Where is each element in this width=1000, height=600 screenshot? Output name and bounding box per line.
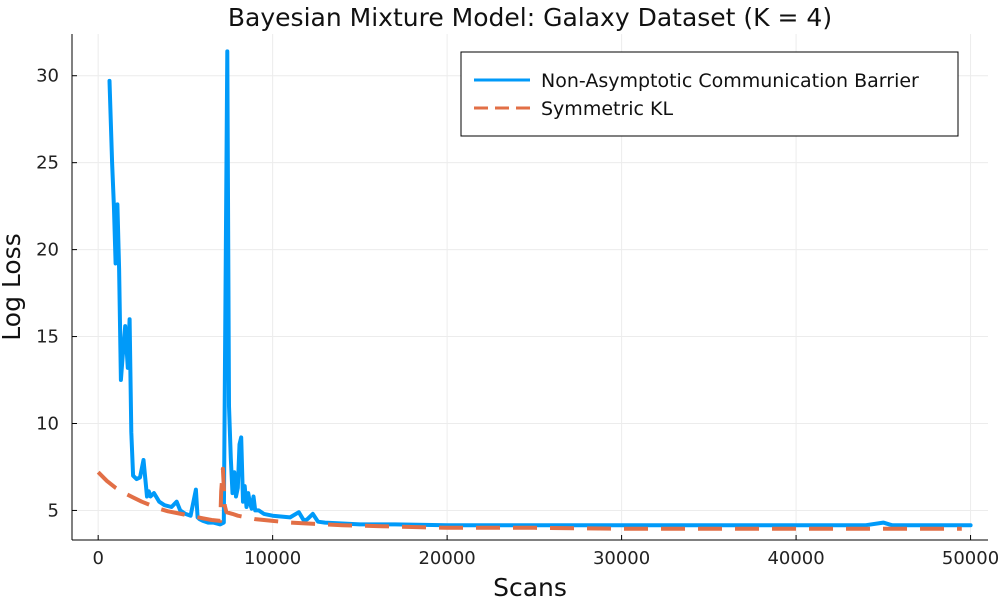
x-tick-label: 30000 [593,548,650,569]
plot-area [96,49,973,531]
y-tick-label: 30 [36,66,59,87]
y-tick-label: 10 [36,413,59,434]
x-tick-label: 50000 [942,548,999,569]
x-tick-label: 0 [92,548,103,569]
y-tick-label: 20 [36,240,59,261]
x-tick-label: 40000 [767,548,824,569]
y-tick-label: 15 [36,327,59,348]
x-tick-label: 10000 [244,548,301,569]
series-line-communication-barrier [107,49,973,528]
legend: Non-Asymptotic Communication Barrier Symm… [460,51,959,137]
y-tick-label: 5 [48,500,59,521]
legend-box [460,51,959,137]
chart-title: Bayesian Mixture Model: Galaxy Dataset (… [228,3,832,32]
y-axis: 5 10 15 20 25 30 [36,66,77,521]
x-axis-title: Scans [493,573,567,600]
x-tick-label: 20000 [418,548,475,569]
x-axis: 0 10000 20000 30000 40000 50000 [92,535,999,569]
series-line-symmetric-kl [96,466,962,531]
y-axis-title: Log Loss [0,233,26,340]
legend-label: Symmetric KL [541,98,673,120]
legend-label: Non-Asymptotic Communication Barrier [541,70,919,92]
y-tick-label: 25 [36,153,59,174]
